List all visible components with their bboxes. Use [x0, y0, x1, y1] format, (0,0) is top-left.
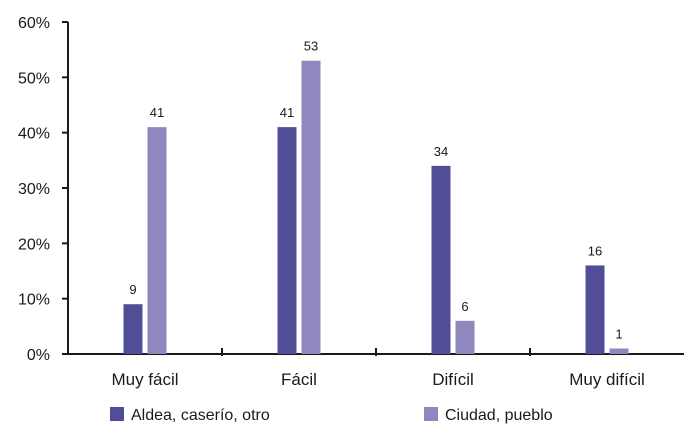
- bars: 9 41 41 53 34 6 16 1: [123, 39, 629, 354]
- bar-ciudad: [609, 348, 629, 354]
- data-label: 53: [304, 39, 318, 54]
- bar-ciudad: [301, 60, 321, 354]
- data-label: 41: [280, 105, 294, 120]
- x-category-label: Fácil: [281, 370, 317, 389]
- bar-aldea: [277, 127, 297, 354]
- y-tick-label: 20%: [18, 236, 50, 253]
- bar-aldea: [585, 265, 605, 354]
- legend-label: Aldea, caserío, otro: [131, 407, 270, 424]
- data-label: 34: [434, 144, 448, 159]
- y-tick-label: 60%: [18, 15, 50, 32]
- x-category-label: Muy fácil: [111, 370, 178, 389]
- bar-ciudad: [455, 320, 475, 354]
- legend-label: Ciudad, pueblo: [445, 407, 553, 424]
- x-category-label: Difícil: [432, 370, 474, 389]
- data-label: 9: [129, 282, 136, 297]
- bar-aldea: [431, 165, 451, 354]
- y-tick-label: 40%: [18, 126, 50, 143]
- data-label: 16: [588, 243, 602, 258]
- legend-swatch: [110, 407, 124, 421]
- legend: Aldea, caserío, otro Ciudad, pueblo: [110, 407, 553, 424]
- bar-aldea: [123, 304, 143, 354]
- y-tick-label: 50%: [18, 70, 50, 87]
- y-tick-label: 30%: [18, 181, 50, 198]
- legend-swatch: [424, 407, 438, 421]
- data-label: 6: [461, 299, 468, 314]
- x-axis: Muy fácil Fácil Difícil Muy difícil: [68, 348, 684, 389]
- bar-ciudad: [147, 127, 167, 354]
- x-category-label: Muy difícil: [569, 370, 645, 389]
- y-tick-label: 10%: [18, 292, 50, 309]
- y-tick-label: 0%: [27, 347, 50, 364]
- y-axis: 0% 10% 20% 30% 40% 50% 60%: [18, 15, 69, 364]
- data-label: 41: [150, 105, 164, 120]
- data-label: 1: [615, 326, 622, 341]
